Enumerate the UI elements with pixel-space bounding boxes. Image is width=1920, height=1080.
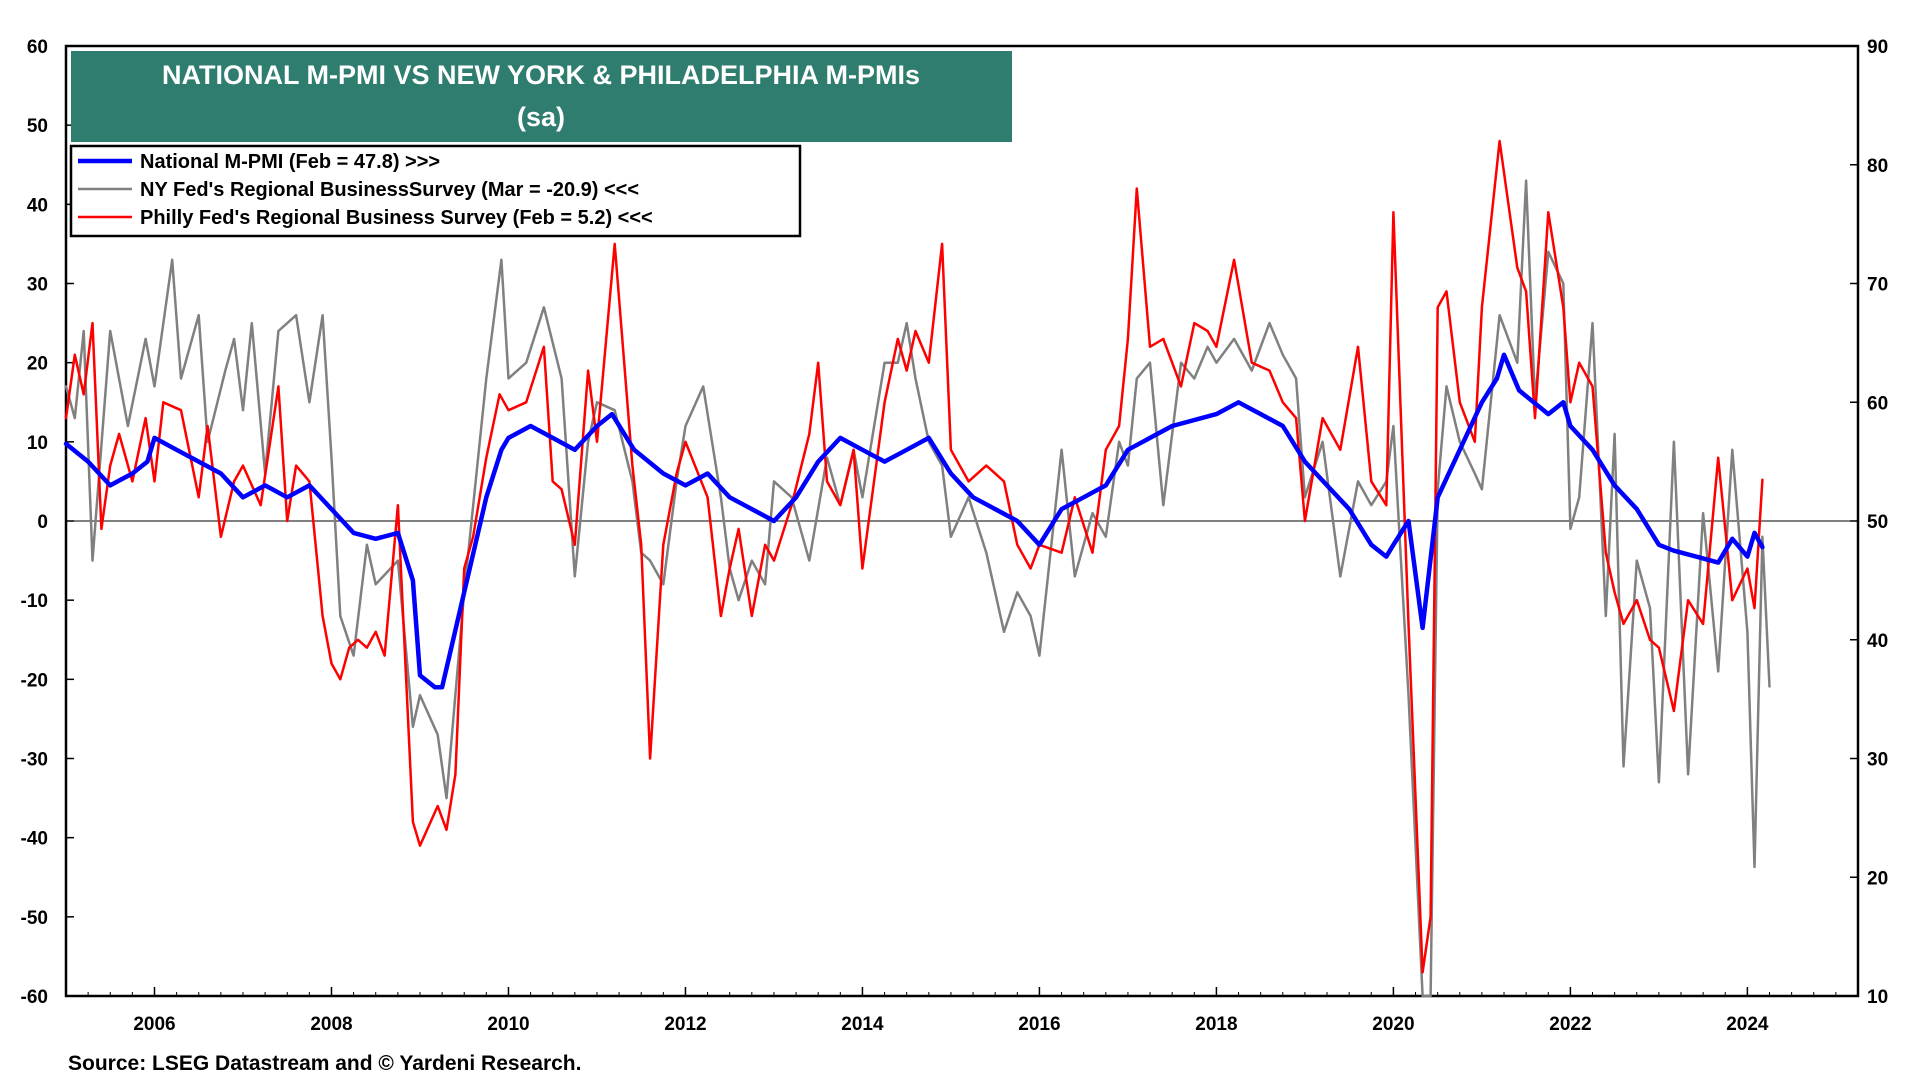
- x-tick-label: 2006: [133, 1014, 175, 1035]
- y-right-tick-label: 70: [1867, 275, 1888, 296]
- y-right-tick-label: 80: [1867, 156, 1888, 177]
- x-tick-label: 2020: [1372, 1014, 1414, 1035]
- y-left-tick-label: 40: [27, 195, 48, 216]
- y-right-tick-label: 10: [1867, 987, 1888, 1008]
- x-tick-label: 2010: [487, 1014, 529, 1035]
- legend-box: [69, 144, 802, 238]
- x-tick-label: 2018: [1195, 1014, 1237, 1035]
- y-left-tick-label: -10: [21, 591, 48, 612]
- y-axis-right: 90 80 70 60 50 40 30 20 10: [1850, 37, 1888, 1008]
- title-box: [71, 51, 1012, 142]
- chart-subtitle: (sa): [517, 102, 565, 132]
- y-left-tick-label: -50: [21, 908, 48, 929]
- y-left-tick-label: -40: [21, 829, 48, 850]
- x-axis: 2006 2008 2010 2012 2014 2016 2018 2020 2022 2024: [65, 987, 1837, 1035]
- legend: National M-PMI (Feb = 47.8) >>> NY Fed's…: [69, 144, 802, 238]
- chart-title: NATIONAL M-PMI VS NEW YORK & PHILADELPHI…: [162, 60, 920, 90]
- x-tick-label: 2008: [310, 1014, 352, 1035]
- y-left-tick-label: -20: [21, 670, 48, 691]
- x-tick-label: 2012: [664, 1014, 706, 1035]
- y-right-tick-label: 60: [1867, 393, 1888, 414]
- y-right-tick-label: 30: [1867, 750, 1888, 771]
- y-left-tick-label: -30: [21, 750, 48, 771]
- source-note: Source: LSEG Datastream and © Yardeni Re…: [68, 1052, 581, 1075]
- series-line-ny-fed: [64, 179, 1771, 998]
- y-left-tick-label: 0: [37, 512, 48, 533]
- y-right-tick-label: 20: [1867, 868, 1888, 889]
- y-left-tick-label: 60: [27, 37, 48, 58]
- x-tick-label: 2024: [1726, 1014, 1769, 1035]
- legend-label-ny: NY Fed's Regional BusinessSurvey (Mar = …: [140, 179, 639, 201]
- x-tick-label: 2022: [1549, 1014, 1591, 1035]
- legend-label-philly: Philly Fed's Regional Business Survey (F…: [140, 207, 653, 229]
- y-left-tick-label: 50: [27, 116, 48, 137]
- y-left-tick-label: -60: [21, 987, 48, 1008]
- x-tick-label: 2014: [841, 1014, 884, 1035]
- series-layer: [63, 139, 1771, 998]
- y-right-tick-label: 50: [1867, 512, 1888, 533]
- y-right-tick-label: 90: [1867, 37, 1888, 58]
- y-right-tick-label: 40: [1867, 631, 1888, 652]
- y-axis-left: 60 50 40 30 20 10 0 -10 -20 -30 -40 -50 -60: [21, 37, 74, 1008]
- series-line-philly-fed: [64, 139, 1764, 974]
- y-left-tick-label: 10: [27, 433, 48, 454]
- x-tick-label: 2016: [1018, 1014, 1060, 1035]
- y-left-tick-label: 20: [27, 354, 48, 375]
- legend-label-national: National M-PMI (Feb = 47.8) >>>: [140, 151, 440, 173]
- series-line-national-mpmi: [63, 352, 1765, 690]
- y-left-tick-label: 30: [27, 275, 48, 296]
